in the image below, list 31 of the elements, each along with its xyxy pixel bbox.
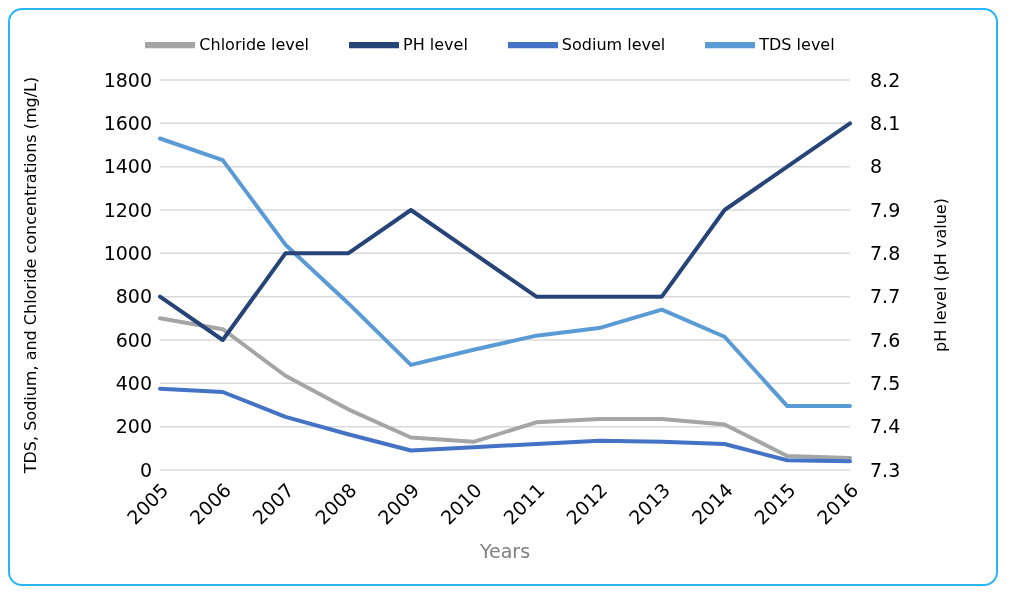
y2-tick-label: 8.2: [870, 68, 901, 91]
y-tick-label: 1000: [103, 242, 152, 265]
legend-label: Sodium level: [561, 34, 666, 54]
y-tick-label: 600: [115, 328, 152, 351]
y-tick-label: 200: [115, 415, 152, 438]
line-series: [158, 316, 852, 461]
y2-tick-label: 8: [870, 155, 883, 178]
y2-axis-title: pH level (pH value): [930, 198, 950, 352]
y2-tick-label: 8.1: [870, 112, 901, 135]
y-tick-label: 0: [139, 458, 152, 481]
y2-tick-label: 7.7: [870, 285, 901, 308]
y2-tick-label: 7.9: [870, 198, 901, 221]
line-series: [158, 386, 852, 464]
y-tick-label: 400: [115, 372, 152, 395]
y-axis-title: TDS, Sodium, and Chloride concentrations (mg/L): [20, 76, 40, 475]
legend-label: PH level: [403, 34, 468, 54]
y2-tick-label: 7.5: [870, 372, 901, 395]
y-tick-label: 1400: [103, 155, 152, 178]
y2-tick-label: 7.4: [870, 415, 901, 438]
y2-tick-label: 7.3: [870, 458, 901, 481]
y2-tick-label: 7.6: [870, 328, 901, 351]
y-tick-label: 1800: [103, 68, 152, 91]
x-axis-title: Years: [478, 540, 531, 562]
line-series: [158, 136, 852, 409]
legend-label: TDS level: [759, 34, 835, 54]
y-tick-label: 800: [115, 285, 152, 308]
y-tick-label: 1200: [103, 198, 152, 221]
legend-label: Chloride level: [199, 34, 310, 54]
y2-tick-label: 7.8: [870, 242, 901, 265]
y-tick-label: 1600: [103, 112, 152, 135]
line-series: [158, 121, 852, 342]
